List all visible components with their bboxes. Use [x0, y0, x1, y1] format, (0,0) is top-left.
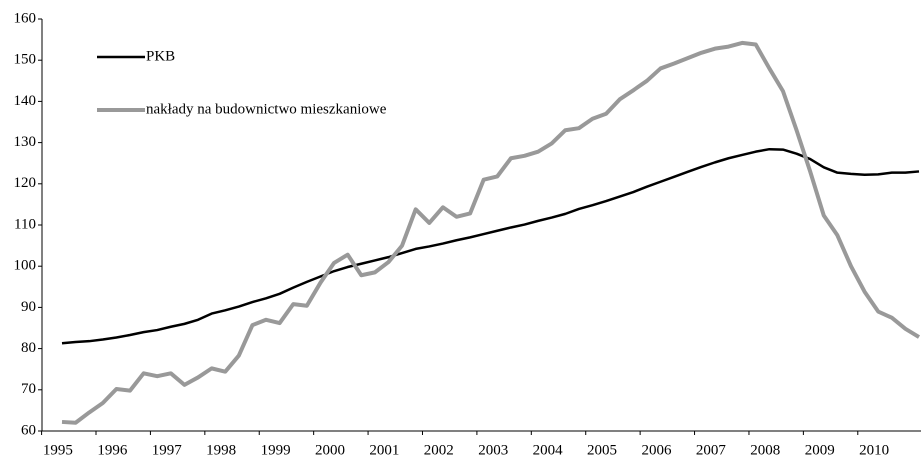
x-tick-label: 1999	[261, 442, 291, 458]
legend-label: PKB	[146, 48, 175, 64]
y-tick-label: 110	[14, 216, 36, 232]
x-tick-label: 2000	[315, 442, 345, 458]
x-tick-label: 1995	[43, 442, 73, 458]
x-tick-label: 2003	[478, 442, 508, 458]
x-tick-label: 2007	[696, 442, 727, 458]
y-tick-label: 60	[21, 422, 36, 438]
y-tick-label: 70	[21, 381, 36, 397]
x-tick-label: 1998	[206, 442, 236, 458]
y-tick-label: 100	[14, 258, 37, 274]
x-tick-label: 1997	[152, 442, 183, 458]
x-tick-label: 2009	[805, 442, 835, 458]
x-tick-label: 2004	[533, 442, 564, 458]
x-tick-label: 2005	[587, 442, 617, 458]
x-tick-label: 2010	[859, 442, 889, 458]
y-tick-label: 120	[14, 175, 37, 191]
legend-label: nakłady na budownictwo mieszkaniowe	[146, 101, 387, 117]
x-tick-label: 2008	[750, 442, 780, 458]
y-tick-label: 80	[21, 340, 36, 356]
x-tick-label: 1996	[97, 442, 128, 458]
x-tick-label: 2001	[369, 442, 399, 458]
y-tick-label: 140	[14, 93, 37, 109]
x-tick-label: 2006	[641, 442, 672, 458]
y-tick-label: 90	[21, 299, 36, 315]
x-tick-label: 2002	[424, 442, 454, 458]
y-tick-label: 150	[14, 52, 37, 68]
y-tick-label: 130	[14, 134, 37, 150]
series-line	[61, 40, 921, 425]
y-tick-label: 160	[14, 10, 37, 26]
series-line	[61, 147, 920, 345]
